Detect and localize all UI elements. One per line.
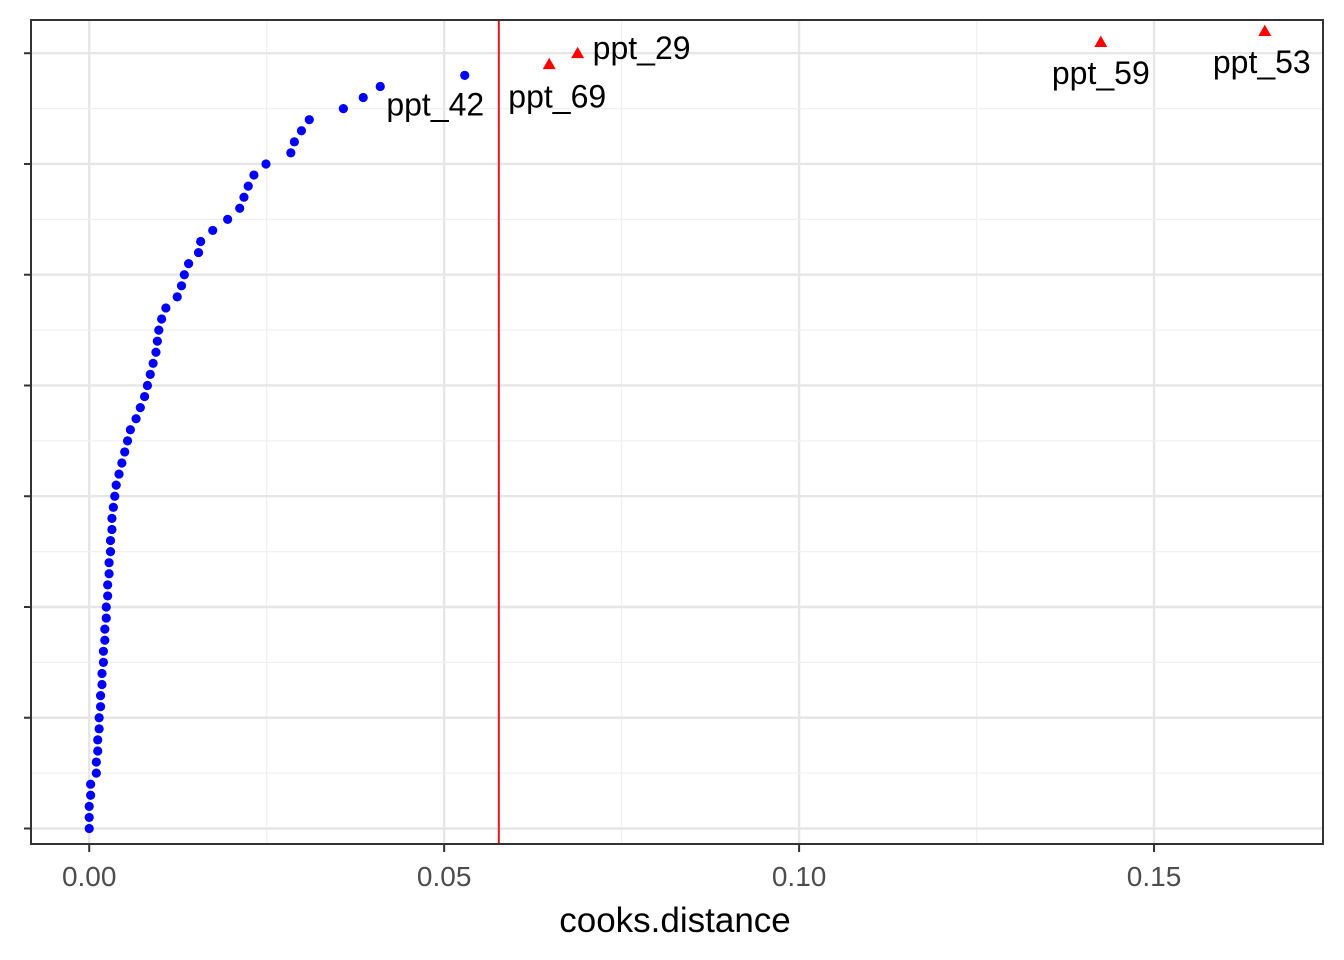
outlier-point — [571, 46, 585, 59]
outlier-point — [542, 57, 556, 70]
data-point — [108, 502, 118, 512]
plot-border — [30, 19, 1324, 845]
data-point — [120, 447, 130, 457]
data-point — [91, 768, 101, 778]
data-point — [107, 524, 117, 535]
data-point — [161, 303, 171, 313]
data-point — [93, 735, 103, 745]
data-points — [84, 24, 1272, 834]
x-axis-title: cooks.distance — [559, 901, 791, 940]
data-point — [101, 613, 111, 623]
data-point — [98, 657, 109, 667]
data-point — [105, 547, 116, 557]
point-label: ppt_29 — [593, 30, 691, 66]
grid-lines — [31, 20, 1323, 844]
plot-background — [31, 20, 1323, 844]
data-point — [249, 170, 259, 180]
data-point — [239, 192, 249, 202]
data-point — [358, 92, 368, 103]
data-point — [235, 203, 245, 213]
data-point — [304, 115, 314, 125]
point-label: ppt_59 — [1052, 55, 1150, 91]
data-point — [261, 159, 271, 169]
data-point — [104, 558, 114, 568]
data-point — [107, 513, 117, 523]
data-point — [172, 292, 182, 302]
data-point — [243, 181, 253, 191]
data-point — [460, 70, 470, 80]
data-point — [93, 746, 103, 756]
outlier-point — [1094, 35, 1108, 48]
data-point — [97, 668, 107, 679]
data-point — [86, 779, 96, 789]
data-point — [100, 624, 110, 634]
data-point — [208, 225, 218, 236]
data-point — [152, 336, 162, 346]
data-point — [91, 757, 101, 767]
data-point — [110, 491, 120, 501]
data-point — [176, 281, 187, 291]
data-point — [86, 790, 96, 800]
data-point — [193, 247, 204, 258]
data-point — [114, 469, 124, 479]
data-point — [135, 403, 145, 413]
data-point — [148, 358, 158, 368]
data-point — [375, 81, 385, 92]
data-point — [94, 724, 104, 734]
data-point — [286, 148, 296, 158]
x-tick-label: 0.05 — [417, 861, 472, 892]
data-point — [289, 137, 299, 147]
data-point — [84, 812, 94, 823]
data-point — [94, 713, 104, 723]
data-point — [98, 646, 109, 656]
point-label: ppt_42 — [386, 86, 484, 122]
data-point — [154, 325, 164, 335]
data-point — [104, 569, 114, 579]
data-point — [183, 259, 194, 269]
data-point — [139, 391, 150, 402]
data-point — [125, 425, 135, 435]
data-point — [223, 214, 233, 224]
point-label: ppt_69 — [508, 78, 606, 114]
point-labels: ppt_42 ppt_69 ppt_29 ppt_59 ppt_53 — [386, 30, 1310, 122]
data-point — [101, 602, 111, 612]
data-point — [145, 369, 155, 380]
data-point — [196, 236, 206, 247]
data-point — [95, 702, 106, 712]
data-point — [296, 126, 307, 136]
data-point — [100, 635, 110, 645]
x-tick-label: 0.10 — [772, 861, 827, 892]
x-tick-label: 0.15 — [1127, 861, 1182, 892]
data-point — [117, 458, 127, 468]
data-point — [338, 104, 348, 114]
data-point — [111, 480, 121, 490]
outlier-point — [1258, 24, 1272, 36]
data-point — [142, 380, 153, 391]
data-point — [97, 679, 107, 690]
data-point — [157, 314, 167, 324]
data-point — [84, 801, 94, 811]
data-point — [131, 414, 141, 424]
data-point — [105, 535, 116, 546]
data-point — [95, 690, 106, 701]
data-point — [103, 580, 113, 590]
x-axis: 0.00 0.05 0.10 0.15 — [24, 52, 1182, 892]
x-tick-label: 0.00 — [62, 861, 117, 892]
data-point — [103, 591, 113, 601]
data-point — [122, 436, 133, 446]
data-point — [151, 347, 161, 357]
data-point — [84, 823, 94, 834]
point-label: ppt_53 — [1213, 44, 1311, 80]
data-point — [179, 270, 189, 280]
